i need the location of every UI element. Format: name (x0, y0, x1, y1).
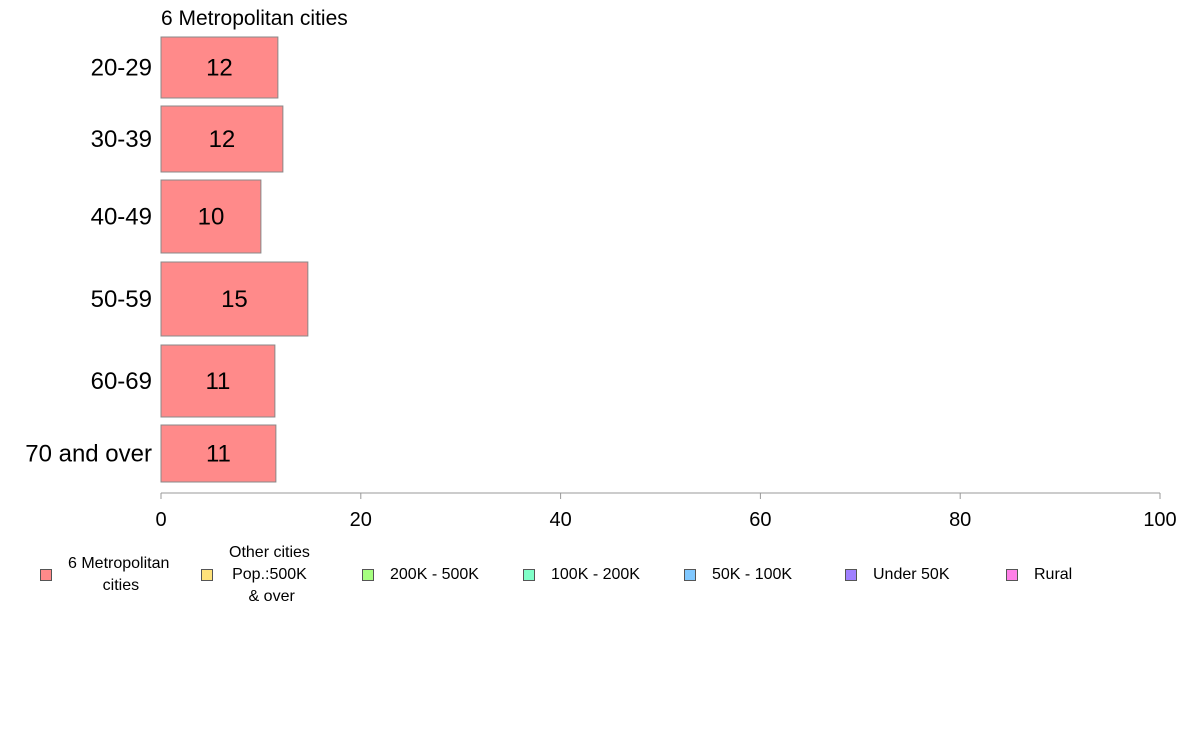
bar-value-label: 15 (221, 286, 248, 313)
x-tick-label: 0 (155, 509, 166, 531)
legend-item: Under 50K (845, 540, 950, 610)
category-label: 20-29 (91, 55, 152, 82)
legend-swatch (845, 569, 857, 581)
bar-value-label: 12 (206, 55, 233, 82)
legend-label: Rural (1034, 566, 1073, 583)
bar-value-label: 11 (206, 441, 231, 468)
category-label: 70 and over (25, 441, 152, 468)
bar-value-label: 11 (205, 368, 230, 395)
legend-label: 200K - 500K (390, 566, 479, 583)
bar (160, 424, 277, 483)
legend-swatch (201, 569, 213, 581)
legend-item: 6 Metropolitan cities (40, 540, 169, 610)
legend-label: 100K - 200K (551, 566, 640, 583)
legend-swatch (1006, 569, 1018, 581)
x-tick-label: 80 (949, 509, 971, 531)
legend-item: 50K - 100K (684, 540, 792, 610)
x-tick-label: 20 (350, 509, 372, 531)
x-tick-label: 60 (749, 509, 771, 531)
legend-item: 200K - 500K (362, 540, 479, 610)
legend-swatch (684, 569, 696, 581)
bars-layer: 20-29 12 30-39 12 40-49 10 50-59 15 60-69 11 70 an… (25, 36, 309, 483)
legend-label: 6 Metropolitan cities (68, 555, 170, 594)
x-tick-label: 100 (1143, 509, 1176, 531)
legend: 6 Metropolitan cities Other cities Pop.:5… (0, 540, 1188, 620)
bar (160, 261, 309, 337)
category-label: 50-59 (91, 286, 152, 313)
legend-label: Under 50K (873, 566, 950, 583)
category-label: 30-39 (91, 126, 152, 153)
category-label: 60-69 (91, 368, 152, 395)
x-tick-label: 40 (549, 509, 571, 531)
legend-item: 100K - 200K (523, 540, 640, 610)
legend-item: Other cities Pop.:500K & over (201, 540, 310, 610)
legend-label: 50K - 100K (712, 566, 793, 583)
legend-swatch (523, 569, 535, 581)
bar (160, 344, 276, 418)
legend-swatch (40, 569, 52, 581)
legend-label: Other cities Pop.:500K & over (229, 544, 310, 605)
x-axis: 0 20 40 60 80 100 (155, 492, 1177, 531)
legend-swatch (362, 569, 374, 581)
bar (160, 105, 284, 173)
bar (160, 36, 279, 99)
bar-value-label: 10 (198, 204, 225, 231)
bar (160, 179, 262, 254)
panel-title: 6 Metropolitan cities (161, 7, 348, 30)
category-label: 40-49 (91, 204, 152, 231)
legend-item: Rural (1006, 540, 1072, 610)
bar-value-label: 12 (209, 126, 236, 153)
